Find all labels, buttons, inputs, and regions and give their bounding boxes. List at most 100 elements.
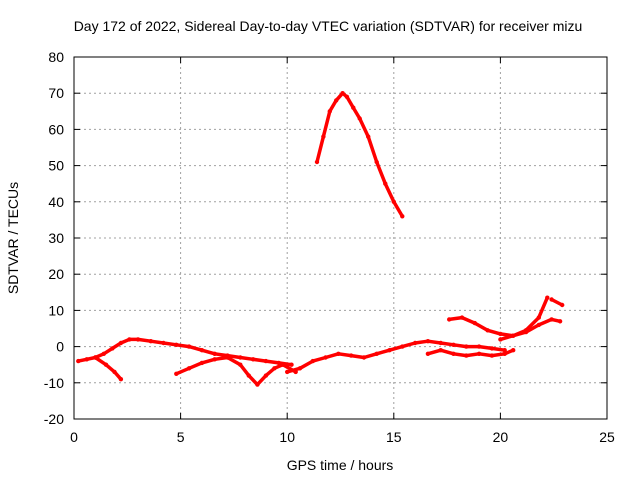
data-point [374, 159, 379, 165]
data-point [238, 362, 243, 367]
data-point [349, 353, 354, 358]
data-point [357, 116, 362, 121]
data-point [212, 357, 217, 362]
data-point [387, 348, 392, 353]
data-point [511, 348, 516, 353]
data-point [310, 358, 315, 364]
data-point [101, 351, 107, 356]
y-tick-label: 30 [48, 230, 64, 246]
data-point [383, 181, 388, 186]
data-point [498, 331, 503, 337]
data-point [103, 362, 109, 367]
data-point [127, 337, 132, 342]
data-point [523, 329, 529, 335]
data-point [174, 371, 179, 376]
series-arc-end [498, 317, 562, 342]
y-tick-label: -10 [44, 375, 64, 391]
data-point [161, 340, 166, 346]
data-point [212, 351, 217, 356]
data-point [451, 351, 456, 356]
data-point [438, 348, 443, 353]
plot-frame [73, 56, 608, 420]
data-point [447, 317, 452, 322]
data-point [276, 360, 281, 366]
y-tick-label: 70 [48, 85, 64, 101]
data-series [76, 91, 565, 387]
data-point [549, 297, 554, 302]
y-tick-label: 60 [48, 121, 64, 137]
data-point [391, 199, 396, 204]
x-tick-label: 25 [599, 429, 615, 445]
data-point [174, 342, 179, 347]
data-point [502, 348, 507, 353]
data-point [459, 315, 465, 320]
data-point [112, 369, 117, 375]
data-point [148, 339, 153, 344]
data-point [285, 369, 290, 375]
data-point [344, 94, 350, 100]
data-point [489, 353, 495, 358]
data-point [400, 214, 405, 219]
data-point [476, 351, 482, 356]
y-tick-label: 20 [48, 266, 64, 282]
data-point [549, 317, 554, 322]
data-point [280, 362, 286, 367]
data-point [476, 344, 482, 349]
data-point [511, 333, 516, 338]
data-point [498, 337, 503, 342]
y-tick-label: 40 [48, 194, 64, 210]
grid [74, 57, 607, 419]
data-point [289, 362, 294, 367]
data-point [425, 339, 431, 344]
y-axis-label: SDTVAR / TECUs [5, 182, 21, 294]
data-point [502, 351, 507, 356]
y-tick-label: 50 [48, 158, 64, 174]
data-point [464, 353, 469, 358]
series-arc-dip [93, 355, 123, 381]
data-point [400, 344, 405, 349]
data-point [472, 320, 477, 326]
chart-title: Day 172 of 2022, Sidereal Day-to-day VTE… [74, 18, 583, 34]
data-point [464, 344, 469, 349]
data-point [374, 351, 379, 356]
data-point [545, 295, 550, 300]
y-tick-label: 80 [48, 49, 64, 65]
data-point [334, 98, 339, 103]
x-axis-label: GPS time / hours [287, 457, 394, 473]
x-tick-label: 15 [386, 429, 402, 445]
y-tick-label: 0 [56, 339, 64, 355]
data-point [255, 382, 260, 387]
x-tick-label: 5 [177, 429, 185, 445]
data-point [263, 358, 269, 364]
data-point [225, 355, 230, 360]
data-point [118, 377, 124, 382]
data-point [438, 340, 443, 346]
data-point [361, 355, 367, 360]
data-point [560, 302, 565, 308]
data-point [135, 337, 141, 342]
y-tick-label: -20 [44, 411, 64, 427]
x-tick-label: 0 [70, 429, 78, 445]
x-tick-label: 20 [493, 429, 509, 445]
data-point [412, 340, 418, 346]
data-point [250, 357, 256, 362]
data-point [327, 109, 332, 114]
data-point [199, 360, 205, 366]
data-point [238, 355, 243, 360]
data-point [76, 358, 81, 364]
data-point [84, 357, 90, 362]
data-point [340, 91, 345, 96]
data-point [321, 134, 326, 139]
data-point [314, 159, 320, 165]
data-point [485, 328, 490, 333]
data-point [272, 366, 277, 371]
data-point [366, 134, 371, 139]
data-point [263, 373, 269, 378]
data-point [425, 351, 431, 356]
data-point [351, 105, 356, 110]
data-point [93, 355, 98, 360]
data-point [110, 346, 115, 351]
y-tick-label: 10 [48, 302, 64, 318]
data-point [451, 342, 456, 347]
